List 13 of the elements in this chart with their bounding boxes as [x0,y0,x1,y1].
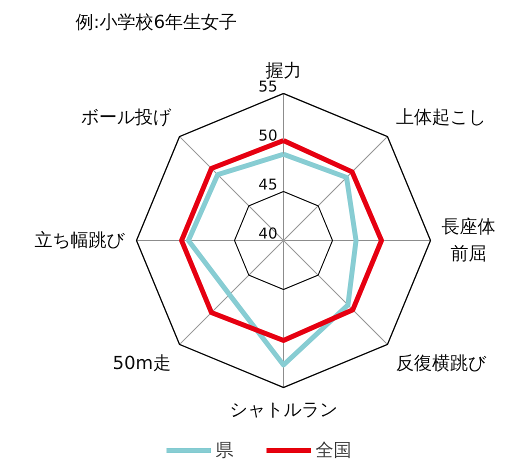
spoke-label: シャトルラン [230,400,338,420]
legend-label: 全国 [316,439,352,462]
spoke-label: 上体起こし [396,107,486,128]
spoke-label: ボール投げ [81,107,172,128]
chart-title: 例:小学校6年生女子 [76,12,238,33]
spoke-label: 50m走 [112,352,172,374]
spoke-label: 長座体前屈 [442,216,496,265]
spoke-label: 立ち幅跳び [34,230,126,251]
y-tick-label: 50 [258,126,278,144]
spoke-label: 反復横跳び [396,352,487,374]
y-tick-label: 45 [258,176,278,194]
y-tick-label: 40 [258,224,278,242]
legend-label: 県 [216,439,234,462]
